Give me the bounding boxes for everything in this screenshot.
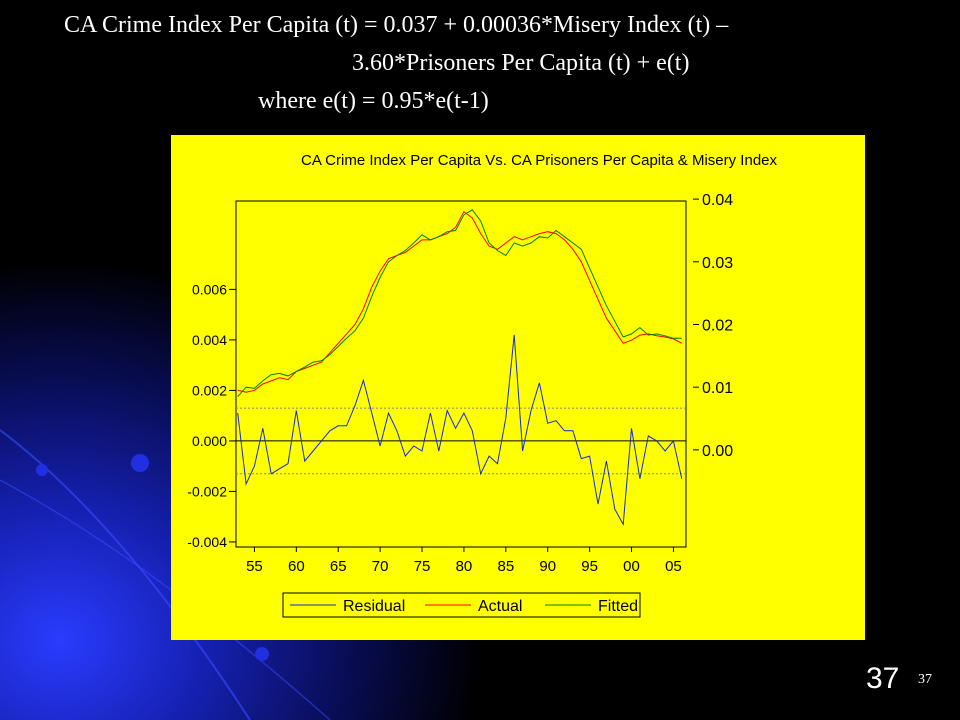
plot-frame bbox=[235, 200, 687, 548]
x-tick-label: 70 bbox=[372, 558, 389, 575]
y2-tick-label: 0.00 bbox=[702, 443, 733, 460]
y2-tick-label: 0.04 bbox=[702, 192, 733, 209]
x-tick-label: 00 bbox=[623, 558, 640, 575]
y2-tick-label: 0.01 bbox=[702, 380, 733, 397]
series-line bbox=[237, 209, 682, 397]
legend-label: Actual bbox=[478, 598, 522, 615]
y-tick-label: 0.002 bbox=[192, 382, 227, 398]
chart-title: CA Crime Index Per Capita Vs. CA Prisone… bbox=[301, 152, 778, 169]
x-tick-label: 75 bbox=[414, 558, 431, 575]
legend-label: Fitted bbox=[598, 598, 638, 615]
x-tick-label: 55 bbox=[246, 558, 263, 575]
chart: CA Crime Index Per Capita Vs. CA Prisone… bbox=[171, 135, 865, 640]
y-tick-label: 0.006 bbox=[192, 281, 227, 297]
x-tick-label: 60 bbox=[288, 558, 305, 575]
series-line bbox=[237, 210, 683, 393]
title-line: 3.60*Prisoners Per Capita (t) + e(t) bbox=[352, 50, 690, 76]
x-tick-label: 05 bbox=[665, 558, 682, 575]
x-tick-label: 90 bbox=[539, 558, 556, 575]
y-tick-label: 0.004 bbox=[192, 332, 227, 348]
legend-label: Residual bbox=[343, 598, 405, 615]
y2-tick-label: 0.03 bbox=[702, 255, 733, 272]
x-tick-label: 85 bbox=[497, 558, 514, 575]
y-tick-label: 0.000 bbox=[192, 433, 227, 449]
x-tick-label: 95 bbox=[581, 558, 598, 575]
x-tick-label: 65 bbox=[330, 558, 347, 575]
y-tick-label: -0.004 bbox=[187, 534, 227, 550]
title-line: CA Crime Index Per Capita (t) = 0.037 + … bbox=[64, 12, 729, 38]
x-tick-label: 80 bbox=[456, 558, 473, 575]
slide-number: 37 bbox=[866, 662, 900, 695]
title-line: where e(t) = 0.95*e(t-1) bbox=[258, 88, 489, 114]
y-tick-label: -0.002 bbox=[187, 483, 227, 499]
y2-tick-label: 0.02 bbox=[702, 317, 733, 334]
page-number: 37 bbox=[918, 672, 932, 687]
series-line bbox=[237, 334, 683, 526]
